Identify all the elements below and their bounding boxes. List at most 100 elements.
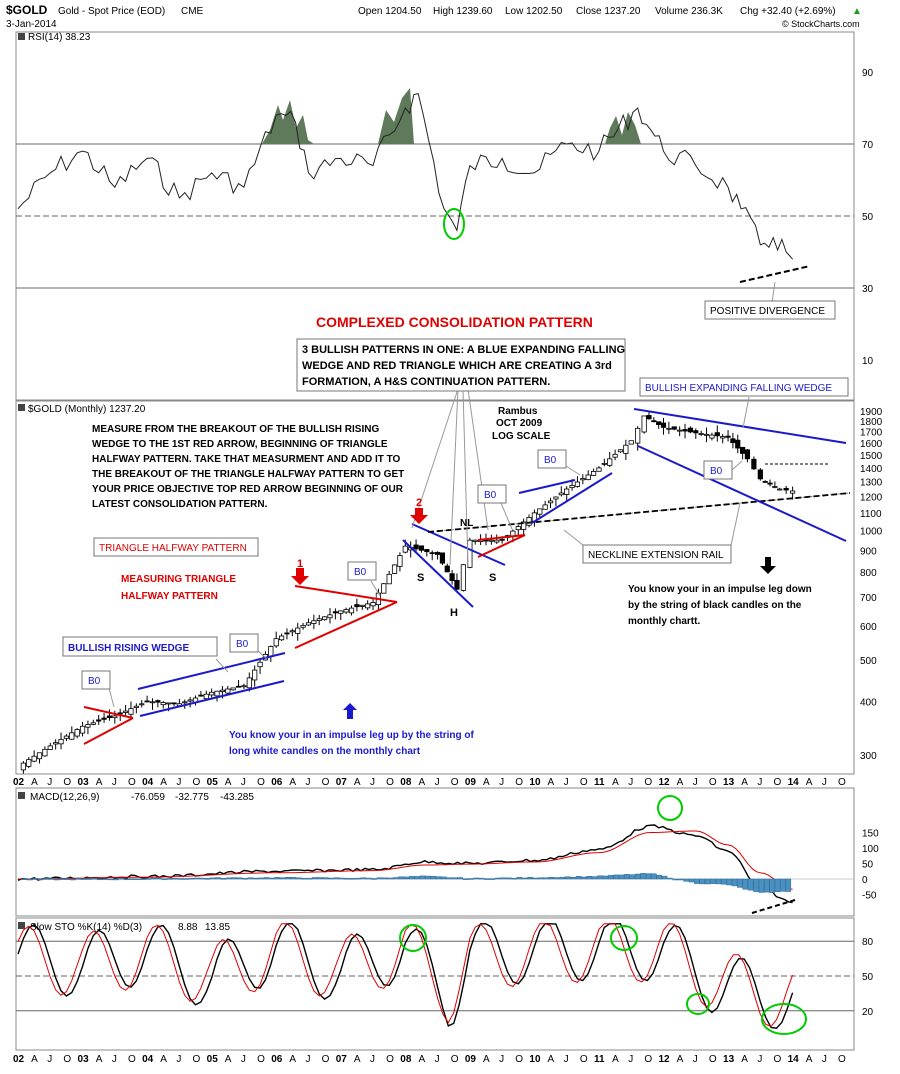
macd-histogram-bar (365, 877, 372, 880)
candle (757, 469, 763, 480)
macd-histogram-bar (667, 877, 673, 880)
macd-histogram-bar (602, 875, 609, 880)
candle (58, 738, 64, 745)
candle (434, 551, 441, 555)
macd-histogram-bar (726, 878, 732, 886)
candle (553, 496, 559, 500)
x-tick-label: 12 (659, 777, 671, 788)
macd-histogram-bar (231, 877, 237, 880)
macd-histogram-bar (710, 878, 716, 884)
price-tick-label: 600 (860, 622, 877, 633)
candle (365, 603, 371, 609)
sto-d-value: 13.85 (205, 922, 230, 933)
candle (709, 434, 715, 439)
x-tick-label: A (612, 1054, 619, 1065)
macd-histogram-bar (123, 878, 130, 881)
candle (596, 467, 602, 472)
three-patterns-line-3: FORMATION, A H&S CONTINUATION PATTERN. (302, 376, 550, 388)
positive-divergence-box (704, 300, 836, 320)
candle (494, 539, 500, 543)
macd-histogram-bar (91, 878, 98, 880)
x-tick-label: 09 (465, 777, 477, 788)
candle (397, 555, 403, 567)
price-label: $GOLD (Monthly) 1237.20 (28, 404, 146, 415)
expanding-wedge-upper (633, 408, 847, 444)
neckline-label: NECKLINE EXTENSION RAIL (588, 550, 724, 561)
sto-k-value: 8.88 (178, 922, 198, 933)
macd-histogram-bar (683, 878, 689, 882)
macd-histogram-bar (435, 876, 442, 880)
x-tick-label: A (31, 1054, 38, 1065)
trend-lines (83, 265, 851, 914)
candle (69, 732, 75, 740)
x-tick-label: A (612, 777, 619, 788)
macd-histogram-bar (150, 877, 157, 880)
x-tick-label: 07 (336, 777, 348, 788)
candle (133, 705, 139, 708)
x-tick-label: O (515, 1054, 523, 1065)
candle (144, 700, 150, 703)
macd-histogram-bar (597, 875, 603, 880)
macd-histogram-bar (688, 878, 695, 883)
x-tick-label: A (31, 777, 38, 788)
macd-histogram-bar (27, 878, 33, 881)
candle (635, 427, 641, 444)
measuring-triangle-lower (294, 601, 398, 649)
x-tick-label: A (677, 777, 684, 788)
macd-histogram-bar (166, 878, 173, 880)
macd-histogram-bar (430, 876, 437, 880)
callout-pointer (462, 388, 469, 568)
macd-histogram-bar (441, 876, 447, 880)
callout-pointer (731, 460, 743, 471)
price-tick-label: 300 (860, 751, 877, 762)
macd-histogram-bar (236, 877, 243, 880)
candle (187, 699, 193, 702)
rsi-tick-label: 30 (862, 284, 874, 295)
x-tick-label: J (757, 777, 762, 788)
x-tick-label: A (741, 777, 748, 788)
x-tick-label: J (564, 1054, 569, 1065)
wedge-2010-lower (531, 472, 613, 524)
macd-histogram-bar (495, 877, 501, 880)
x-tick-label: 08 (400, 1054, 412, 1065)
candle (252, 669, 258, 681)
legend-swatch (18, 922, 25, 929)
macd-histogram-bar (570, 876, 576, 880)
bo-box (703, 460, 733, 480)
macd-histogram-bar (43, 878, 49, 880)
macd-histogram-bar (37, 878, 44, 881)
price-tick-label: 1500 (860, 451, 883, 462)
candle (612, 453, 618, 458)
expanding-wedge-lower (637, 445, 847, 542)
candle (590, 471, 597, 476)
x-tick-label: O (386, 777, 394, 788)
measure-line-1: MEASURE FROM THE BREAKOUT OF THE BULLISH… (92, 424, 379, 435)
candle (36, 752, 43, 760)
price-tick-label: 500 (860, 656, 877, 667)
x-tick-label: A (225, 1054, 232, 1065)
x-tick-label: A (160, 777, 167, 788)
candle (198, 694, 204, 697)
sto-d-line (17, 923, 794, 1027)
macd-histogram-bar (339, 877, 345, 880)
candle (569, 485, 575, 489)
x-tick-label: J (47, 777, 52, 788)
macd-histogram-bar (398, 876, 404, 880)
bo-label: B0 (710, 466, 723, 477)
candle (744, 449, 751, 460)
candle (327, 614, 333, 619)
macd-histogram-bar (220, 878, 227, 880)
x-tick-label: O (773, 777, 781, 788)
macd-histogram-bar (107, 878, 114, 881)
x-tick-label: J (241, 777, 246, 788)
candle (273, 638, 279, 647)
x-tick-label: 05 (207, 1054, 219, 1065)
candle (617, 449, 624, 453)
candle (720, 436, 726, 439)
candle (547, 500, 554, 504)
candle (767, 482, 773, 485)
x-tick-label: O (193, 1054, 201, 1065)
candle (381, 583, 387, 594)
macd-value-2: -32.775 (175, 792, 209, 803)
